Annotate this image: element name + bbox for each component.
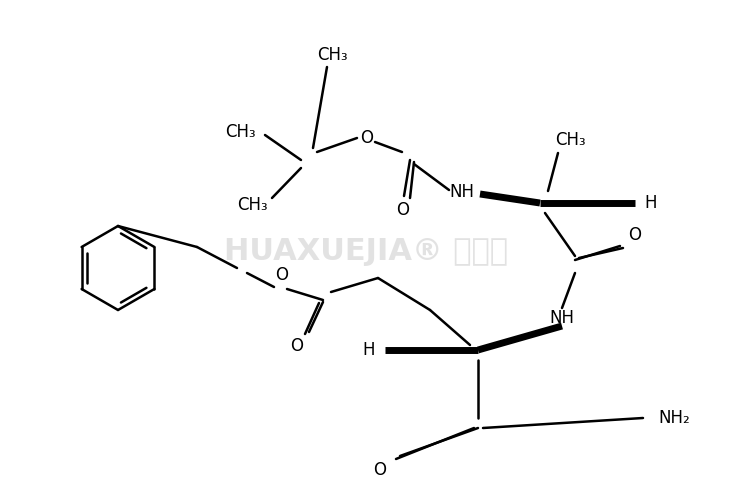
Text: HUAXUEJIA® 化学加: HUAXUEJIA® 化学加 <box>224 237 508 267</box>
Text: O: O <box>291 337 304 355</box>
Text: CH₃: CH₃ <box>236 196 267 214</box>
Text: O: O <box>397 201 409 219</box>
Text: CH₃: CH₃ <box>225 123 255 141</box>
Text: O: O <box>373 461 386 479</box>
Text: CH₃: CH₃ <box>555 131 586 149</box>
Text: NH₂: NH₂ <box>658 409 690 427</box>
Text: H: H <box>362 341 375 359</box>
Text: O: O <box>629 226 641 244</box>
Text: NH: NH <box>449 183 474 201</box>
Text: NH: NH <box>550 309 575 327</box>
Text: O: O <box>275 266 288 284</box>
Text: CH₃: CH₃ <box>317 46 347 64</box>
Text: H: H <box>644 194 657 212</box>
Text: O: O <box>360 129 373 147</box>
